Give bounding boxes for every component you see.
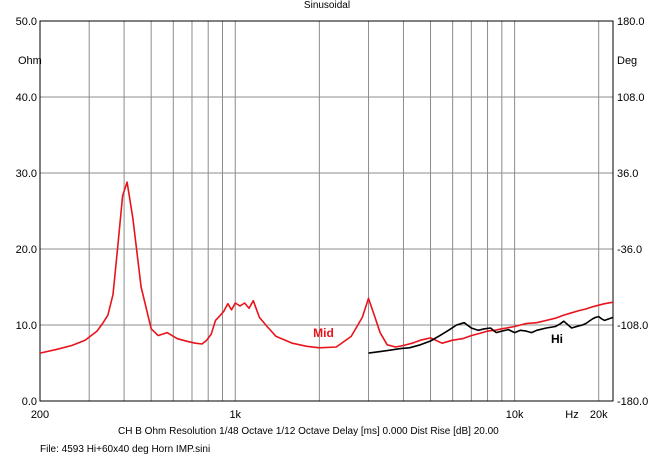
series-labels: Mid Hi <box>313 326 563 346</box>
x-unit: Hz <box>565 409 578 421</box>
y-unit-left: Ohm <box>18 55 42 67</box>
y-tick-label: 10.0 <box>16 320 37 332</box>
y-right-tick-label: 108.0 <box>617 92 645 104</box>
series-line-mid <box>39 181 614 354</box>
x-axis: 200 1k 10k 20k <box>31 409 608 421</box>
grid <box>40 21 613 401</box>
y-tick-label: 40.0 <box>16 92 37 104</box>
footer-file: File: 4593 Hi+60x40 deg Horn IMP.sini <box>40 444 210 455</box>
y-right-tick-label: 180.0 <box>617 16 645 28</box>
footer-settings: CH B Ohm Resolution 1/48 Octave 1/12 Oct… <box>118 426 499 437</box>
y-axis-right: -180.0 -108.0 -36.0 36.0 108.0 180.0 <box>617 16 648 408</box>
y-axis-left: 0.0 10.0 20.0 30.0 40.0 50.0 <box>16 16 37 408</box>
y-right-tick-label: 36.0 <box>617 168 638 180</box>
y-tick-label: 30.0 <box>16 168 37 180</box>
y-right-tick-label: -36.0 <box>617 244 642 256</box>
y-tick-label: 0.0 <box>22 396 37 408</box>
y-tick-label: 20.0 <box>16 244 37 256</box>
x-tick-label: 1k <box>229 409 241 421</box>
series-label-hi: Hi <box>551 332 563 346</box>
x-tick-label: 10k <box>506 409 524 421</box>
series-line-hi <box>368 315 614 354</box>
y-right-tick-label: -180.0 <box>617 396 648 408</box>
y-unit-right: Deg <box>617 55 637 67</box>
y-right-tick-label: -108.0 <box>617 320 648 332</box>
series-label-mid: Mid <box>313 326 334 340</box>
x-tick-label: 20k <box>590 409 608 421</box>
plot-area-border <box>39 20 614 402</box>
x-tick-label: 200 <box>31 409 49 421</box>
series-group <box>39 181 614 354</box>
y-tick-label: 50.0 <box>16 16 37 28</box>
chart-title: Sinusoidal <box>304 0 350 11</box>
